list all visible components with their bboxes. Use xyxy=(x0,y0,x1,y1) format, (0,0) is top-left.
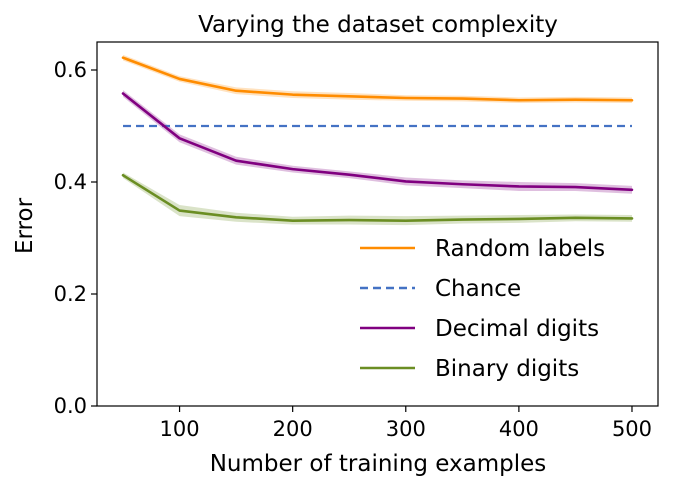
binary-digits-band xyxy=(123,172,632,226)
axes: 100 200 300 400 500 0.0 0.2 0.4 0.6 xyxy=(54,41,659,441)
x-tick-label: 100 xyxy=(160,417,200,441)
y-tick-label: 0.2 xyxy=(54,282,87,306)
chart-title: Varying the dataset complexity xyxy=(198,12,558,38)
x-tick-label: 300 xyxy=(386,417,426,441)
legend-label-binary-digits: Binary digits xyxy=(435,356,579,382)
series-lines xyxy=(121,56,634,222)
y-axis-label: Error xyxy=(12,197,38,254)
legend-label-decimal-digits: Decimal digits xyxy=(435,316,599,342)
legend-label-random-labels: Random labels xyxy=(435,236,605,262)
random-labels-line xyxy=(121,56,634,102)
binary-digits-line xyxy=(121,173,634,222)
legend: Random labels Chance Decimal digits Binary … xyxy=(360,236,605,382)
x-axis-label: Number of training examples xyxy=(210,451,547,477)
confidence-bands xyxy=(123,54,632,226)
x-tick-label: 500 xyxy=(612,417,652,441)
x-tick-label: 400 xyxy=(499,417,539,441)
y-tick-label: 0.0 xyxy=(54,394,87,418)
y-tick-label: 0.4 xyxy=(54,170,87,194)
x-tick-label: 200 xyxy=(273,417,313,441)
y-tick-label: 0.6 xyxy=(54,58,87,82)
legend-label-chance: Chance xyxy=(435,276,521,302)
plot-frame xyxy=(96,41,659,407)
random-labels-band xyxy=(123,54,632,104)
decimal-digits-line xyxy=(121,92,634,192)
